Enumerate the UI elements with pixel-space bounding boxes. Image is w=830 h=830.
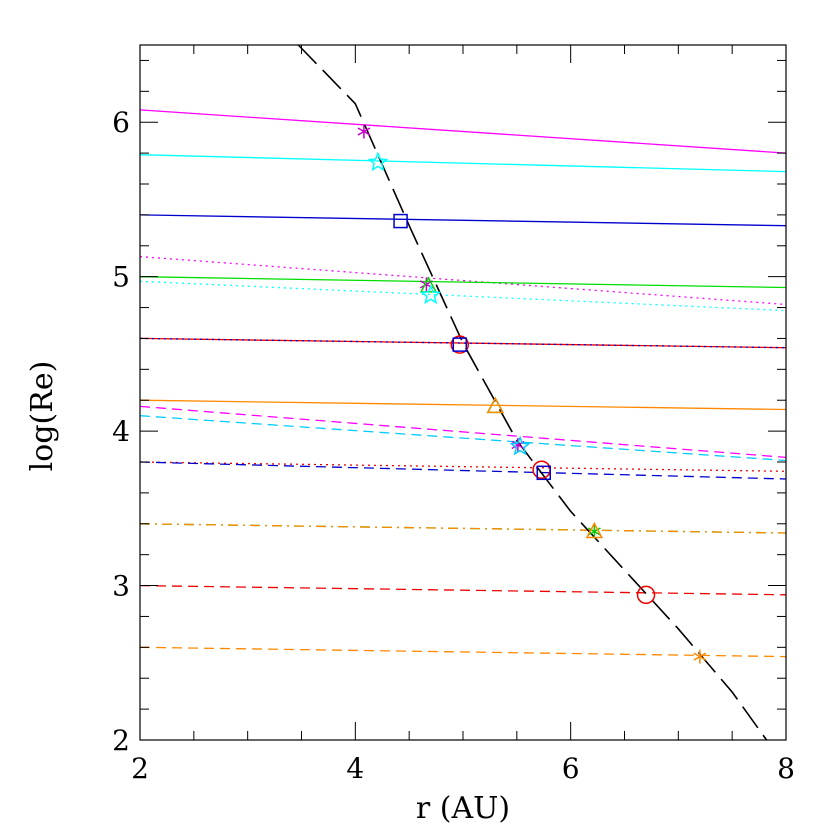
- marker-star-2: [367, 151, 389, 172]
- marker-circle-7: [450, 335, 470, 354]
- series-layer: [139, 44, 787, 741]
- marker-square-3: [393, 213, 408, 229]
- marker-triangle-10: [486, 396, 505, 414]
- series-line-16: [139, 584, 787, 596]
- x-tick-label: 6: [562, 752, 580, 785]
- marker-square-8: [452, 337, 468, 352]
- marker-layer: [357, 124, 707, 664]
- x-tick-label: 2: [131, 752, 149, 785]
- y-axis-title: log(Re): [25, 361, 60, 472]
- y-tick-label: 2: [112, 724, 130, 757]
- series-line-1: [139, 109, 787, 154]
- marker-triangle-16: [585, 521, 604, 539]
- marker-asterisk-15: [587, 524, 601, 539]
- series-line-17: [139, 646, 787, 658]
- series-line-7: [139, 337, 787, 349]
- series-line-13: [139, 461, 787, 480]
- x-tick-label: 8: [777, 752, 795, 785]
- marker-star-12: [509, 435, 531, 456]
- y-tick-label: 3: [112, 570, 130, 603]
- series-line-11: [139, 415, 787, 462]
- y-tick-label: 5: [112, 261, 130, 294]
- series-line-2: [139, 154, 787, 173]
- series-line-9: [139, 399, 787, 411]
- series-line-5: [139, 276, 787, 289]
- series-line-3: [139, 214, 787, 227]
- x-tick-label: 4: [346, 752, 364, 785]
- series-line-10: [139, 405, 787, 459]
- series-line-15: [139, 523, 787, 534]
- marker-square-14: [536, 465, 551, 481]
- marker-asterisk-1: [357, 124, 371, 139]
- marker-circle-17: [636, 585, 656, 605]
- x-axis-title: r (AU): [416, 791, 510, 826]
- y-tick-label: 4: [112, 415, 130, 448]
- axes-layer: 2 4 6 8 2 3 4 5 6: [112, 44, 795, 785]
- marker-star-6: [420, 284, 442, 305]
- marker-asterisk-18: [693, 649, 707, 664]
- y-tick-label: 6: [112, 106, 130, 139]
